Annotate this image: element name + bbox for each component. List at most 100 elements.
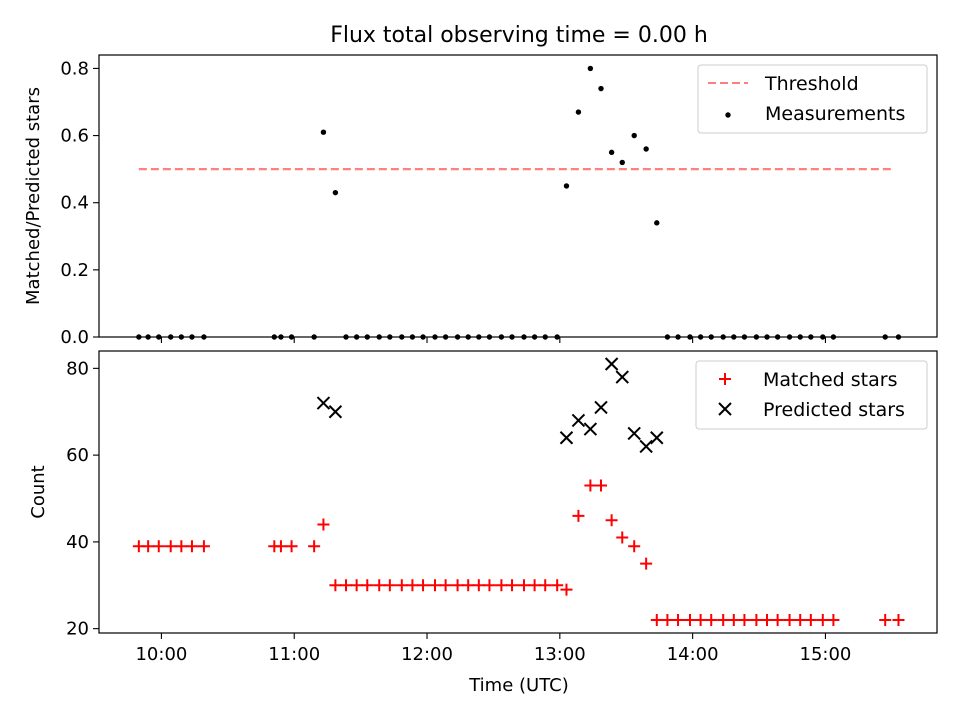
matched-star-point [616,531,629,544]
measurement-point [332,189,339,196]
predicted-star-point [650,431,664,445]
bottom-y-tick-label: 60 [66,445,89,466]
matched-star-point [373,579,386,592]
bottom-legend-box [695,360,928,430]
matched-star-point [661,613,674,626]
top-y-tick-label: 0.2 [60,260,89,281]
matched-star-point [417,579,430,592]
measurements-legend-swatch [725,112,731,118]
matched-star-point [672,613,685,626]
bottom-y-tick-label: 20 [66,619,89,640]
matched-star-point [551,579,564,592]
matched-star-point [462,579,475,592]
matched-star-point [879,613,892,626]
predicted-star-point [615,370,629,384]
matched-star-point [506,579,519,592]
bottom-data-layer [132,357,905,626]
matched-star-point [650,613,663,626]
measurement-point [587,65,594,72]
matched-legend-label: Matched stars [763,369,897,391]
matched-star-point [142,540,155,553]
predicted-legend-label: Predicted stars [763,399,905,421]
matched-star-point [175,540,188,553]
bottom-legend: Matched stars Predicted stars [695,360,928,430]
matched-star-point [827,613,840,626]
matched-star-point [804,613,817,626]
x-tick-label: 15:00 [800,644,852,665]
top-axes-frame [98,54,938,338]
matched-star-point [892,613,905,626]
matched-star-point [705,613,718,626]
bottom-axes-frame [98,350,938,634]
chart-title: Flux total observing time = 0.00 h [330,23,708,48]
predicted-star-point [627,426,641,441]
measurements-legend-label: Measurements [765,103,905,125]
matched-star-point [727,613,740,626]
matched-star-point [683,613,696,626]
matched-star-point [152,540,165,553]
matched-star-point [383,579,396,592]
predicted-star-point [571,413,586,428]
top-axis-ticks: 0.0 0.2 0.4 0.6 0.8 [60,58,826,348]
measurement-point [643,146,649,152]
matched-star-point [274,540,287,553]
measurement-point [320,129,327,135]
bottom-y-axis-label: Count [28,465,49,518]
bottom-y-tick-label: 40 [66,532,89,553]
matched-legend-swatch [719,373,731,385]
predicted-star-point [559,431,574,445]
top-legend-box [697,64,928,134]
x-tick-label: 11:00 [268,644,320,665]
matched-star-point [517,579,530,592]
matched-star-point [584,479,597,492]
predicted-star-point [328,405,343,419]
matched-star-point [605,514,618,527]
matched-star-point [197,540,210,553]
matched-star-point [640,557,653,570]
measurement-point [598,85,604,92]
matched-star-point [185,540,198,553]
measurement-point [619,159,625,166]
matched-star-point [694,613,707,626]
matched-star-point [539,579,552,592]
matched-star-point [329,579,342,592]
measurement-point [631,132,637,139]
matched-star-point [308,540,321,553]
predicted-star-point [604,357,619,371]
matched-star-point [439,579,452,592]
top-y-axis-label: Matched/Predicted stars [23,87,44,305]
matched-star-point [560,583,573,596]
matched-star-point [361,579,374,592]
top-y-tick-label: 0.8 [60,58,89,79]
matched-star-point [340,579,353,592]
bottom-panel: 10:00 11:00 12:00 13:00 14:00 15:00 20 40 60 80 C… [28,350,938,696]
x-tick-label: 13:00 [534,644,586,665]
x-tick-label: 10:00 [135,644,187,665]
matched-star-point [350,579,363,592]
matched-star-point [738,613,751,626]
matched-star-point [628,540,641,553]
predicted-star-point [594,400,608,415]
matched-star-point [528,579,541,592]
matched-star-point [595,479,608,492]
matched-star-point [717,613,730,626]
measurement-point [608,149,615,156]
top-y-tick-label: 0.4 [60,193,89,214]
matched-star-point [428,579,441,592]
matched-star-point [406,579,419,592]
predicted-star-point [316,396,331,410]
matched-star-point [395,579,408,592]
matched-star-point [761,613,774,626]
matched-star-point [794,613,807,626]
matched-star-point [783,613,796,626]
measurement-point [563,183,570,189]
measurement-point [654,220,660,226]
matched-star-point [317,518,330,531]
x-tick-label: 12:00 [401,644,453,665]
top-y-tick-label: 0.0 [60,327,89,348]
predicted-star-point [583,422,598,436]
matched-star-point [495,579,508,592]
matched-star-point [750,613,763,626]
predicted-legend-swatch [718,402,732,416]
bottom-y-tick-label: 80 [66,358,89,379]
